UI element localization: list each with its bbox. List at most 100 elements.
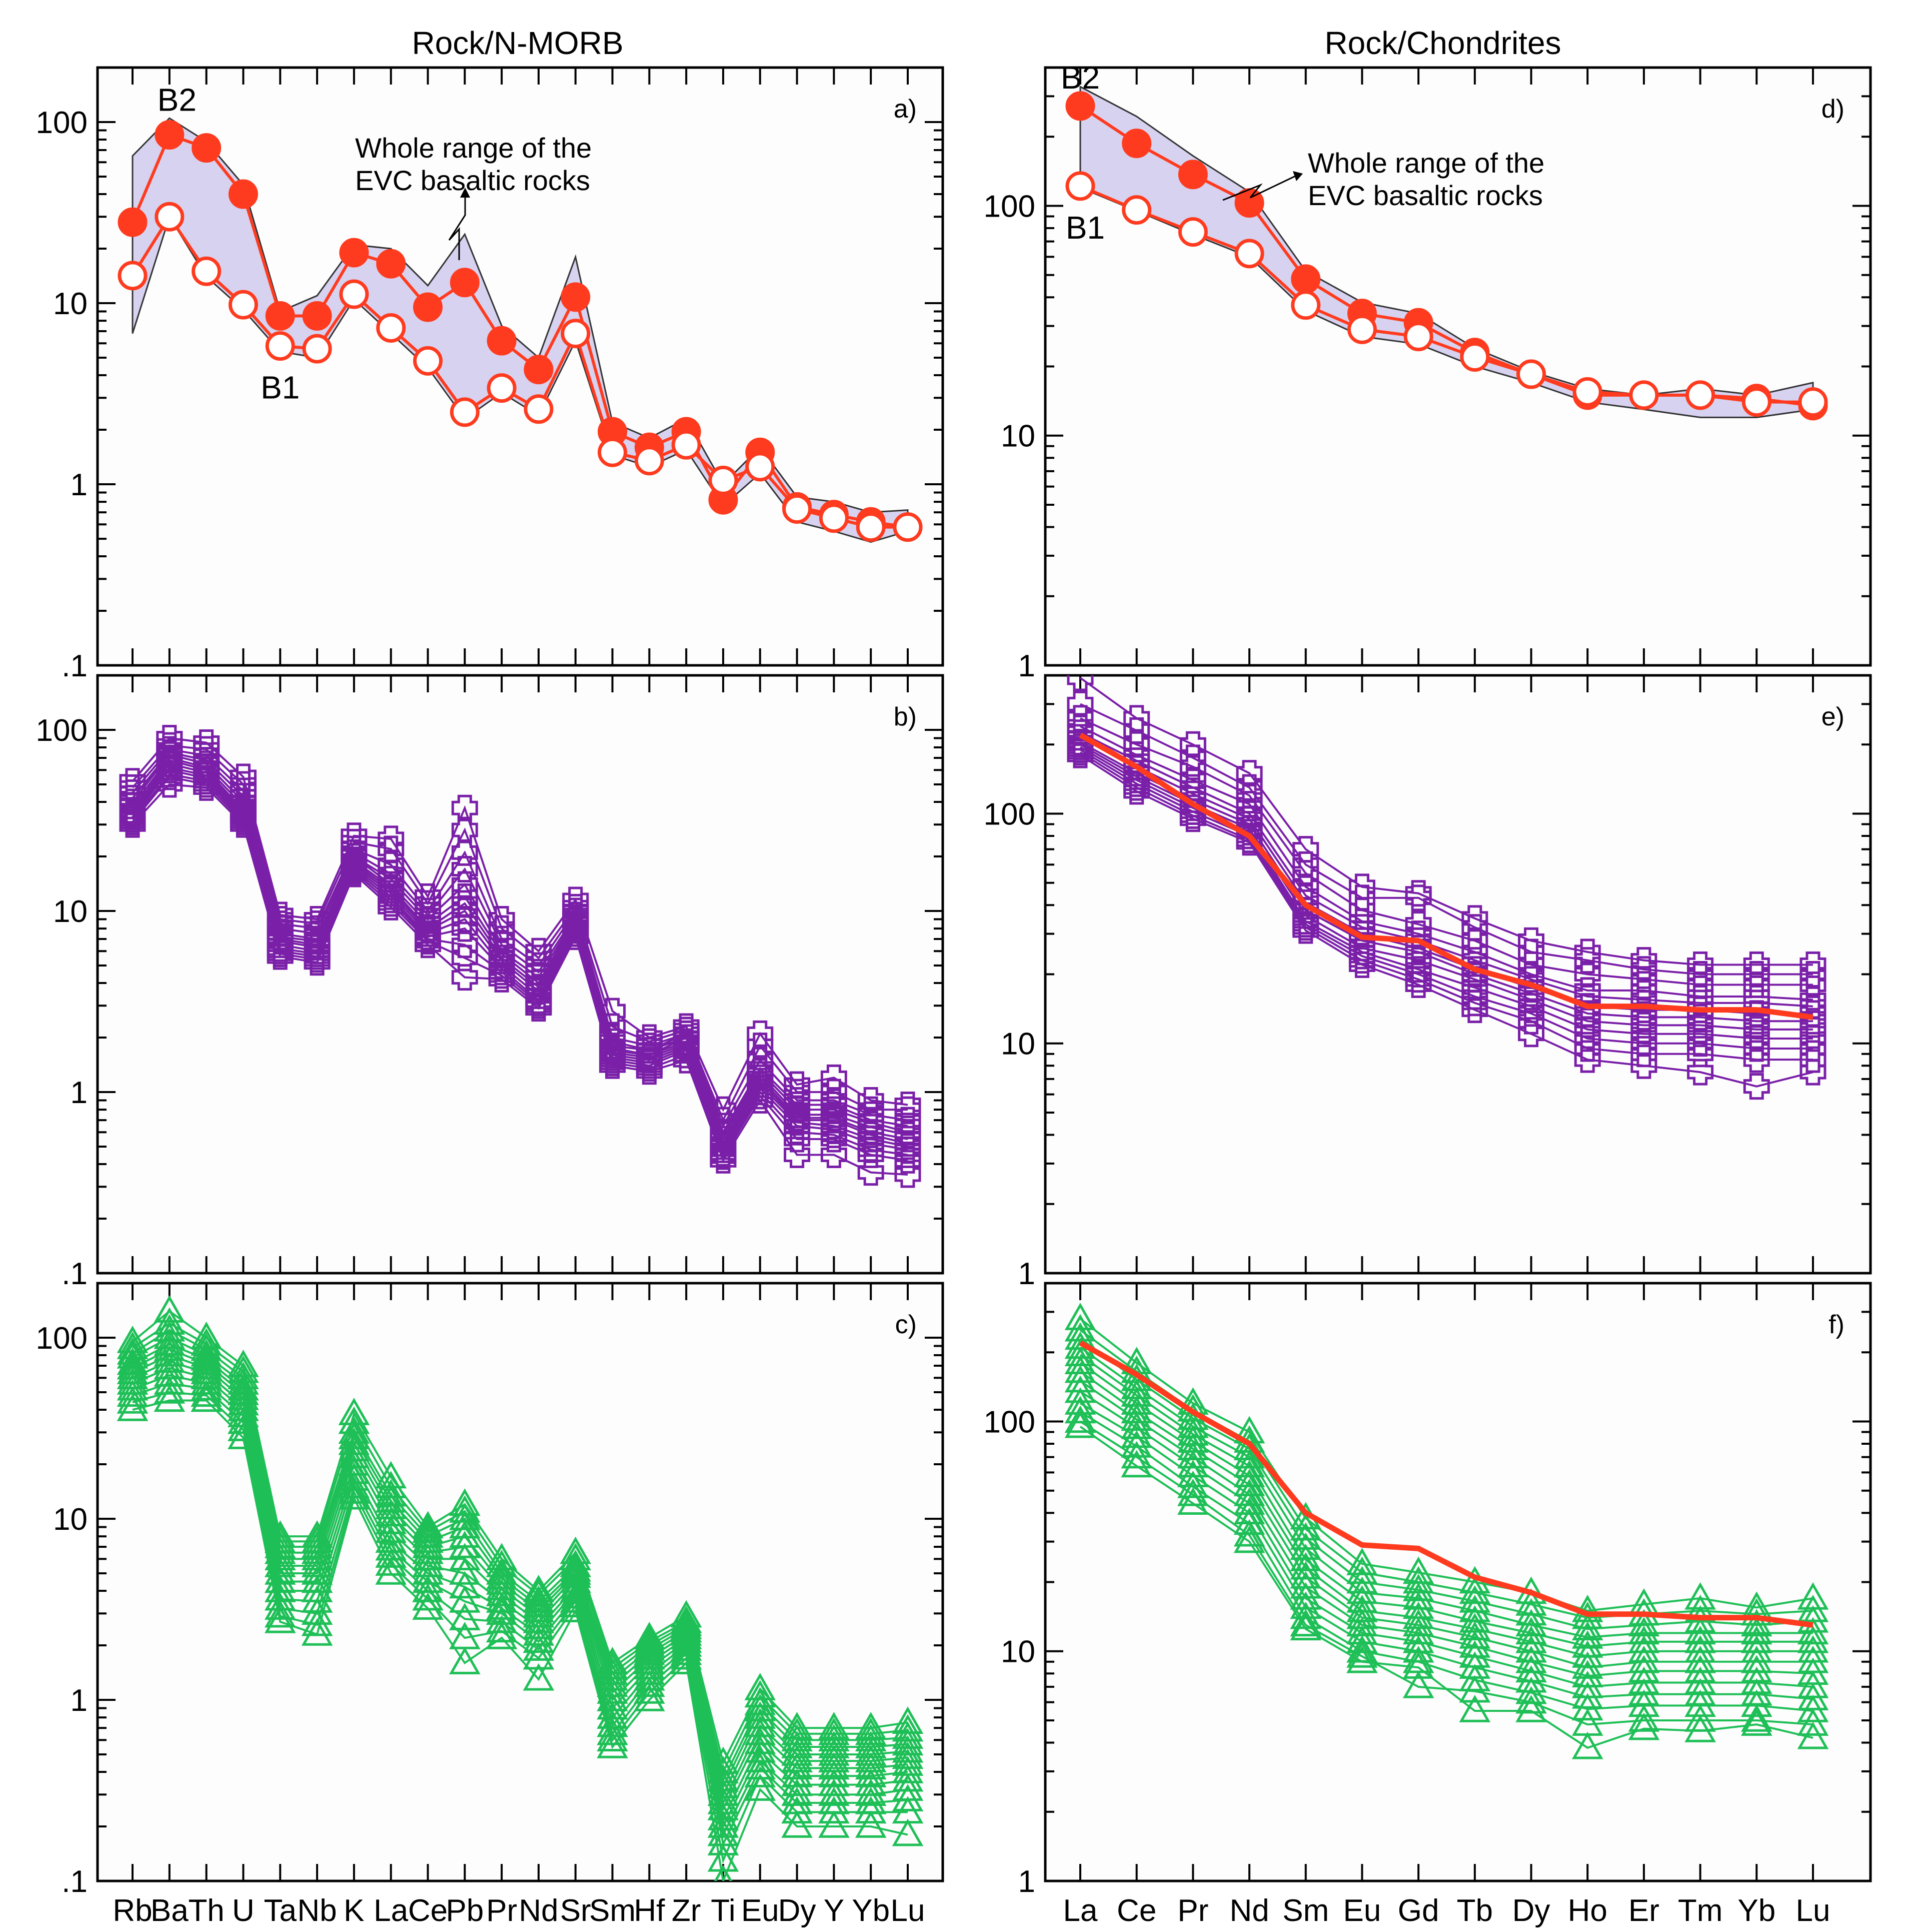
- data-point: [598, 437, 628, 467]
- data-point: [1628, 1645, 1660, 1673]
- data-point: [486, 1585, 518, 1613]
- x-tick-label: Yb: [852, 1893, 890, 1928]
- y-tick-label: 10: [1001, 419, 1035, 454]
- data-point: [302, 334, 332, 364]
- data-point: [450, 268, 480, 298]
- data-point: [707, 1810, 739, 1838]
- data-point: [892, 1756, 924, 1783]
- data-point: [524, 394, 554, 424]
- data-point: [781, 1810, 813, 1838]
- data-point: [486, 1615, 518, 1643]
- plot-area: [118, 117, 923, 543]
- data-point: [339, 238, 369, 268]
- data-point: [599, 1052, 626, 1079]
- data-point: [1459, 1630, 1491, 1658]
- data-point: [1459, 1594, 1491, 1622]
- data-point: [634, 1663, 665, 1691]
- data-point: [710, 1147, 737, 1174]
- data-point: [818, 1717, 850, 1745]
- series-line: [132, 1399, 908, 1881]
- data-point: [781, 1752, 813, 1780]
- data-point: [228, 1422, 259, 1449]
- y-tick-label: 10: [53, 287, 88, 321]
- series-line: [132, 1354, 908, 1812]
- x-tick-label: Ho: [1568, 1893, 1607, 1928]
- data-point: [1123, 705, 1150, 732]
- series-line: [1080, 725, 1813, 1001]
- data-point: [1177, 1460, 1209, 1487]
- data-point: [1515, 1609, 1547, 1637]
- data-point: [413, 346, 443, 376]
- data-point: [230, 811, 257, 838]
- data-point: [1630, 1041, 1657, 1068]
- data-point: [1684, 1645, 1716, 1673]
- data-point: [1064, 1347, 1096, 1375]
- data-point: [1064, 1355, 1096, 1383]
- data-point: [784, 1142, 811, 1169]
- data-point: [1628, 1678, 1660, 1706]
- data-point: [1628, 1625, 1660, 1653]
- data-point: [1178, 160, 1208, 190]
- data-point: [301, 1536, 333, 1564]
- data-point: [1515, 1676, 1547, 1704]
- data-point: [1687, 1059, 1714, 1086]
- data-point: [1177, 1478, 1209, 1506]
- data-point: [1233, 1450, 1265, 1478]
- data-point: [1402, 1617, 1434, 1645]
- data-point: [892, 1764, 924, 1792]
- data-point: [486, 1621, 518, 1649]
- data-point: [378, 893, 405, 920]
- data-point: [781, 1717, 813, 1745]
- data-point: [154, 1339, 186, 1367]
- x-tick-label: Pb: [446, 1893, 484, 1928]
- x-tick-label: Lu: [891, 1893, 925, 1928]
- data-point: [338, 1471, 370, 1498]
- data-point: [820, 1142, 847, 1169]
- panel-label: d): [1821, 95, 1844, 124]
- y-tick-label: 10: [53, 894, 88, 929]
- data-point: [781, 1712, 813, 1739]
- x-tick-label: Hf: [634, 1893, 665, 1928]
- plot-frame: [96, 674, 944, 1275]
- data-point: [1630, 1052, 1657, 1079]
- data-point: [892, 1735, 924, 1763]
- data-point: [1290, 1532, 1322, 1560]
- data-point: [634, 1683, 665, 1711]
- data-point: [413, 292, 443, 322]
- data-point: [1743, 1035, 1770, 1062]
- data-point: [634, 1642, 665, 1670]
- data-point: [744, 1760, 776, 1787]
- data-point: [1459, 1675, 1491, 1703]
- data-point: [597, 1730, 628, 1758]
- data-point: [228, 1362, 259, 1390]
- x-tick-label: Tb: [1457, 1893, 1493, 1928]
- data-point: [228, 179, 258, 209]
- data-point: [1236, 774, 1263, 801]
- data-point: [818, 1810, 850, 1838]
- data-point: [1515, 1598, 1547, 1626]
- x-tick-label: Er: [1628, 1893, 1659, 1928]
- series-line: [132, 1329, 908, 1783]
- data-point: [1571, 1731, 1603, 1759]
- plot-frame: [1044, 1282, 1872, 1882]
- y-tick-label: 100: [984, 189, 1035, 224]
- data-point: [191, 1352, 222, 1380]
- data-point: [818, 1712, 850, 1739]
- data-point: [1290, 1582, 1322, 1610]
- data-point: [745, 452, 775, 482]
- data-point: [597, 1657, 628, 1685]
- series-line: [132, 737, 908, 1112]
- series-line: [1079, 1402, 1813, 1700]
- series-label: B2: [1061, 60, 1100, 96]
- data-point: [1123, 778, 1150, 805]
- data-point: [412, 1531, 444, 1558]
- x-tick-label: Ce: [1117, 1893, 1156, 1928]
- series-line: [132, 748, 908, 1129]
- series-line: [132, 1336, 908, 1790]
- series-line: [132, 744, 908, 1123]
- data-point: [376, 313, 406, 343]
- data-point: [450, 397, 480, 427]
- data-point: [1684, 1678, 1716, 1706]
- data-point: [1402, 1670, 1434, 1698]
